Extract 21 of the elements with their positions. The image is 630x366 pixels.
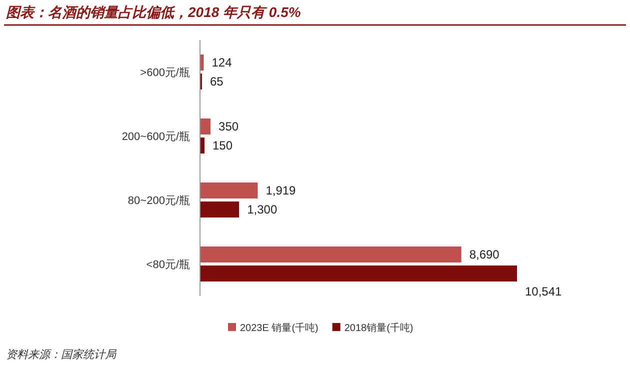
y-tick-label: 200~600元/瓶 xyxy=(122,131,190,143)
y-tick-label: >600元/瓶 xyxy=(140,67,190,79)
data-label: 8,690 xyxy=(469,248,500,262)
chart-title: 图表：名酒的销量占比偏低，2018 年只有 0.5% xyxy=(6,4,302,20)
data-label: 65 xyxy=(210,74,224,88)
bar xyxy=(200,182,258,198)
data-label: 350 xyxy=(218,120,239,134)
bar xyxy=(200,246,462,262)
legend-label: 2023E 销量(千吨) xyxy=(240,322,318,334)
bar xyxy=(200,118,211,134)
bar xyxy=(200,266,517,282)
data-label: 1,919 xyxy=(266,184,296,198)
y-tick-label: <80元/瓶 xyxy=(146,259,190,271)
text: 资料来源：国家统计局 xyxy=(6,348,117,361)
data-label: 10,541 xyxy=(525,284,562,298)
data-label: 1,300 xyxy=(247,202,278,216)
data-label: 124 xyxy=(212,56,232,70)
data-label: 150 xyxy=(212,138,233,152)
bar xyxy=(200,202,240,218)
legend-label: 2018销量(千吨) xyxy=(344,322,414,334)
y-tick-label: 80~200元/瓶 xyxy=(128,195,190,207)
